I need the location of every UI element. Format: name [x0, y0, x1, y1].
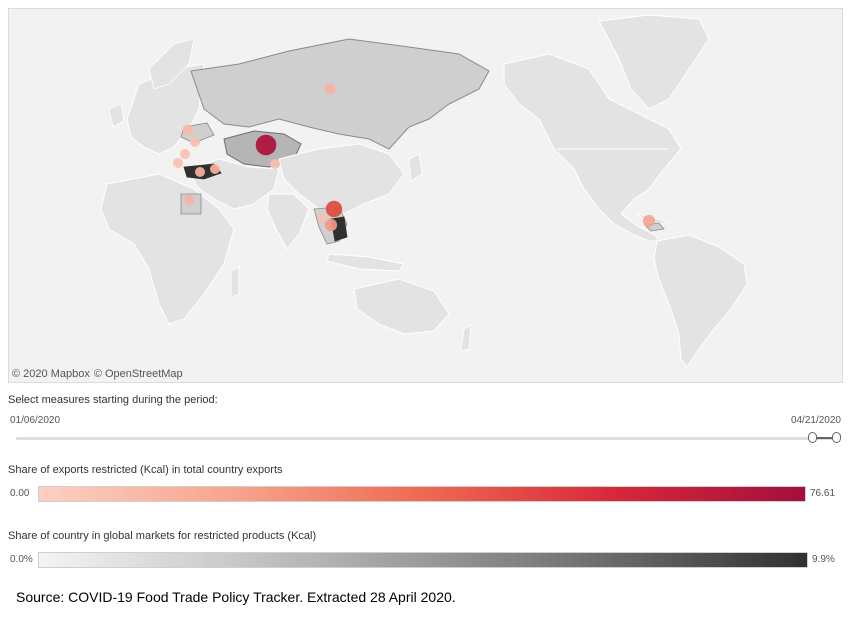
start-date-label: 01/06/2020 — [10, 415, 61, 426]
country-russia[interactable] — [190, 38, 490, 150]
marker-kyrgyzstan[interactable] — [270, 159, 280, 169]
country-new-zealand[interactable] — [460, 324, 472, 352]
slider-start-handle[interactable] — [808, 432, 817, 443]
marker-turkey[interactable] — [195, 167, 205, 177]
osm-credit[interactable]: © OpenStreetMap — [93, 368, 183, 380]
marker-cambodia[interactable] — [324, 218, 338, 232]
marker-north-macedonia[interactable] — [180, 149, 190, 159]
marker-syria[interactable] — [210, 164, 220, 174]
country-north-america[interactable] — [503, 53, 682, 242]
country-india[interactable] — [266, 193, 310, 250]
slider-end-handle[interactable] — [832, 432, 841, 443]
country-greenland[interactable] — [598, 14, 710, 110]
slider-selected-range — [817, 437, 832, 439]
world-map[interactable]: © 2020 Mapbox © OpenStreetMap — [8, 8, 843, 383]
country-japan[interactable] — [408, 153, 423, 182]
exports-legend-title: Share of exports restricted (Kcal) in to… — [8, 464, 283, 476]
mapbox-credit[interactable]: © 2020 Mapbox — [12, 368, 90, 380]
marker-myanmar[interactable] — [317, 213, 327, 223]
country-indonesia[interactable] — [326, 253, 405, 272]
period-filter-title: Select measures starting during the peri… — [8, 394, 218, 406]
marker-egypt[interactable] — [184, 195, 194, 205]
date-range-slider-track[interactable] — [16, 437, 834, 440]
exports-legend-max: 76.61 — [810, 488, 836, 499]
exports-legend-min: 0.00 — [10, 488, 30, 499]
marker-tunisia[interactable] — [173, 158, 183, 168]
marker-kazakhstan[interactable] — [255, 134, 277, 156]
country-uk[interactable] — [108, 103, 125, 128]
region-scandinavia[interactable] — [148, 38, 195, 90]
map-canvas[interactable] — [9, 9, 843, 383]
markets-legend-title: Share of country in global markets for r… — [8, 530, 317, 542]
markets-legend-max: 9.9% — [812, 554, 835, 565]
country-south-america[interactable] — [653, 234, 748, 368]
exports-color-scale — [38, 486, 806, 502]
end-date-label: 04/21/2020 — [790, 415, 841, 426]
marker-russia[interactable] — [324, 83, 336, 95]
marker-vietnam[interactable] — [325, 200, 343, 218]
marker-honduras[interactable] — [642, 214, 656, 228]
country-australia[interactable] — [353, 278, 450, 335]
marker-romania[interactable] — [190, 137, 200, 147]
country-china[interactable] — [278, 143, 405, 215]
marker-layer — [173, 83, 656, 232]
markets-legend-min: 0.0% — [10, 554, 33, 565]
country-madagascar[interactable] — [230, 266, 240, 298]
marker-ukraine[interactable] — [182, 124, 194, 136]
source-note: Source: COVID-19 Food Trade Policy Track… — [16, 589, 456, 605]
markets-color-scale — [38, 552, 808, 568]
map-attribution[interactable]: © 2020 Mapbox © OpenStreetMap — [12, 368, 187, 380]
